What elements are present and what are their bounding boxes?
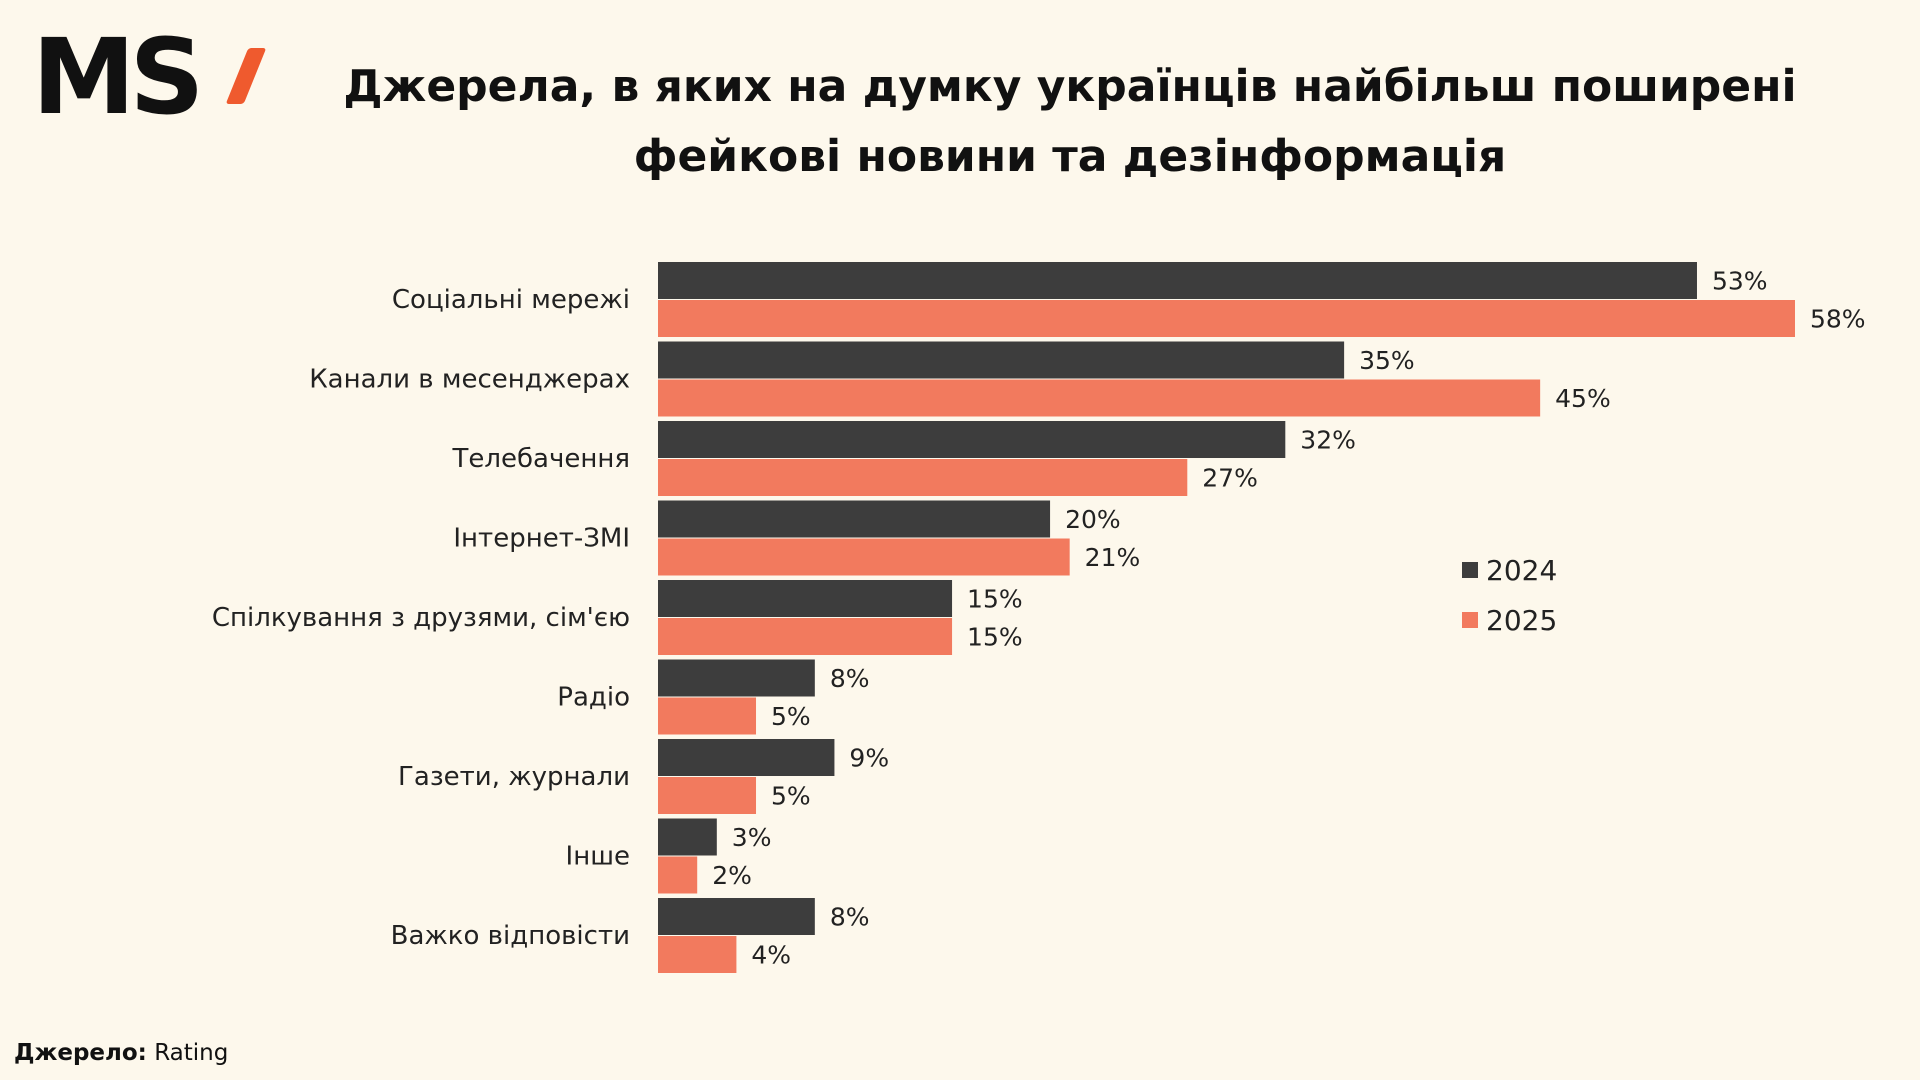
bar-2024-5 bbox=[658, 580, 953, 617]
value-label-2024-7: 9% bbox=[849, 744, 889, 773]
bar-2025-8 bbox=[658, 856, 698, 894]
value-label-2025-4: 21% bbox=[1085, 543, 1141, 572]
bar-2024-3 bbox=[658, 421, 1286, 458]
logo: MS bbox=[32, 16, 267, 138]
chart-title-line-2: фейкові новини та дезінформація bbox=[633, 131, 1507, 182]
bar-2025-4 bbox=[658, 538, 1070, 576]
bar-2025-2 bbox=[658, 379, 1541, 417]
value-label-2025-1: 58% bbox=[1810, 305, 1866, 334]
source-note: Джерело: Rating bbox=[14, 1040, 228, 1066]
value-label-2025-3: 27% bbox=[1202, 464, 1258, 493]
bar-2024-9 bbox=[658, 898, 815, 935]
value-label-2025-5: 15% bbox=[967, 623, 1023, 652]
value-label-2025-7: 5% bbox=[771, 782, 811, 811]
source-value: Rating bbox=[154, 1040, 229, 1066]
value-label-2024-8: 3% bbox=[732, 823, 772, 852]
bar-2025-9 bbox=[658, 936, 737, 973]
chart-legend: 2024 2025 bbox=[1462, 552, 1557, 652]
category-label-7: Газети, журнали bbox=[398, 762, 630, 792]
category-label-6: Радіо bbox=[557, 683, 630, 713]
bar-2025-7 bbox=[658, 777, 757, 814]
bar-2024-8 bbox=[658, 818, 717, 856]
value-label-2025-9: 4% bbox=[751, 941, 791, 970]
source-label: Джерело: bbox=[14, 1040, 147, 1066]
value-label-2024-3: 32% bbox=[1300, 426, 1356, 455]
bar-2025-1 bbox=[658, 300, 1795, 337]
legend-item-2025: 2025 bbox=[1462, 602, 1557, 638]
bar-2024-2 bbox=[658, 341, 1345, 379]
bar-2024-1 bbox=[658, 262, 1697, 299]
value-label-2024-1: 53% bbox=[1712, 267, 1768, 296]
category-label-1: Соціальні мережі bbox=[392, 285, 630, 315]
bar-2025-3 bbox=[658, 459, 1188, 496]
chart-title-line-1: Джерела, в яких на думку українців найбі… bbox=[343, 61, 1797, 112]
value-label-2024-2: 35% bbox=[1359, 346, 1415, 375]
legend-label-2024: 2024 bbox=[1486, 553, 1558, 587]
bar-2024-6 bbox=[658, 659, 815, 697]
value-label-2024-9: 8% bbox=[830, 903, 870, 932]
bar-2025-6 bbox=[658, 697, 757, 735]
category-label-3: Телебачення bbox=[452, 444, 630, 474]
value-label-2025-8: 2% bbox=[712, 861, 752, 890]
category-label-5: Спілкування з друзями, сім'єю bbox=[212, 603, 630, 633]
legend-label-2025: 2025 bbox=[1486, 603, 1558, 637]
legend-item-2024: 2024 bbox=[1462, 552, 1557, 588]
legend-swatch-2024 bbox=[1462, 562, 1478, 578]
category-label-2: Канали в месенджерах bbox=[309, 365, 630, 395]
bar-2024-4 bbox=[658, 500, 1051, 538]
value-label-2025-2: 45% bbox=[1555, 384, 1611, 413]
value-label-2024-4: 20% bbox=[1065, 505, 1121, 534]
bar-2024-7 bbox=[658, 739, 835, 776]
category-label-4: Інтернет-ЗМІ bbox=[453, 524, 630, 554]
category-label-8: Інше bbox=[566, 842, 630, 872]
value-label-2024-5: 15% bbox=[967, 585, 1023, 614]
chart-title: Джерела, в яких на думку українців найбі… bbox=[290, 52, 1850, 192]
bar-2025-5 bbox=[658, 618, 953, 655]
value-label-2025-6: 5% bbox=[771, 702, 811, 731]
legend-swatch-2025 bbox=[1462, 612, 1478, 628]
logo-text: MS bbox=[32, 16, 204, 138]
category-label-9: Важко відповісти bbox=[391, 921, 630, 951]
value-label-2024-6: 8% bbox=[830, 664, 870, 693]
